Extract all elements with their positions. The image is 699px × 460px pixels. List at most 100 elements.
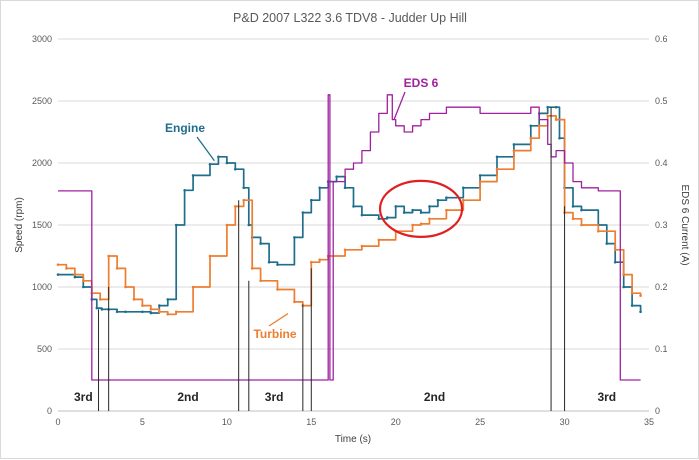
data-point [56, 273, 60, 276]
series-line-engine [58, 106, 642, 314]
data-point [174, 310, 178, 314]
y-tick-label: 1000 [32, 282, 52, 292]
data-point [183, 188, 186, 192]
data-point [428, 205, 431, 208]
data-point [377, 217, 381, 221]
data-point [267, 260, 271, 264]
data-point [234, 205, 237, 208]
data-point [56, 263, 60, 266]
eds6-annotation-arrow [393, 91, 406, 120]
data-point [217, 155, 220, 159]
data-point [445, 196, 448, 200]
data-point [301, 211, 305, 214]
data-point [141, 310, 144, 314]
data-point [402, 211, 406, 214]
data-point [73, 275, 77, 279]
highlight-ellipse [378, 179, 464, 238]
data-point [225, 161, 229, 165]
data-point [411, 208, 414, 212]
y-tick-label: 3000 [32, 34, 52, 44]
data-point [115, 267, 119, 270]
data-point [461, 186, 465, 190]
data-point [537, 124, 541, 128]
data-point [335, 175, 338, 178]
data-point [318, 186, 322, 190]
data-point [95, 306, 99, 310]
data-point [234, 167, 237, 171]
y-tick-label: 2500 [32, 96, 52, 106]
eds6-annotation-label: EDS 6 [404, 76, 439, 90]
data-point [394, 205, 398, 208]
data-point [65, 267, 68, 270]
data-point [276, 263, 279, 266]
data-point [461, 198, 465, 202]
data-point [385, 216, 389, 219]
y-tick-label: 500 [37, 344, 52, 354]
engine-annotation-label: Engine [165, 121, 205, 135]
data-point [149, 308, 153, 311]
data-point [377, 238, 381, 242]
y2-tick-label: 0 [655, 406, 660, 416]
annotations: 3rd 2nd 3rd 2nd 3rd Engine Turbine EDS 6 [74, 76, 616, 404]
data-point [242, 198, 246, 202]
data-point [259, 279, 262, 283]
data-point [158, 304, 161, 307]
data-point [613, 260, 617, 264]
data-point [546, 105, 549, 109]
data-point [166, 312, 170, 316]
y2-tick-label: 0.4 [655, 158, 668, 168]
data-point [247, 223, 251, 227]
y2-tick-label: 0.6 [655, 34, 668, 44]
data-point [605, 242, 609, 245]
y-tick-label: 2000 [32, 158, 52, 168]
data-point [141, 304, 144, 307]
x-tick-label: 10 [222, 417, 232, 427]
x-tick-label: 30 [560, 417, 570, 427]
data-point [259, 242, 262, 245]
turbine-annotation-arrow [268, 313, 289, 327]
chart-title: P&D 2007 L322 3.6 TDV8 - Judder Up Hill [233, 11, 467, 25]
data-point [558, 136, 561, 140]
data-point [124, 310, 127, 314]
data-point [639, 310, 642, 314]
data-point [293, 236, 296, 239]
data-point [100, 308, 104, 311]
y2-tick-label: 0.2 [655, 282, 668, 292]
data-point [546, 114, 549, 118]
data-point [571, 217, 575, 221]
data-point [512, 143, 516, 146]
x-axis-label: Time (s) [335, 434, 371, 445]
data-point [478, 180, 482, 183]
x-tick-label: 20 [391, 417, 401, 427]
series-line-turbine [58, 115, 642, 316]
data-point [132, 298, 136, 301]
x-tick-label: 0 [55, 417, 60, 427]
data-point [166, 298, 170, 301]
y-axis-label: Speed (rpm) [14, 197, 25, 253]
vertical-markers [98, 107, 566, 411]
data-point [250, 267, 254, 270]
y2-tick-label: 0.5 [655, 96, 668, 106]
data-point [613, 248, 617, 252]
y2-tick-label: 0.3 [655, 220, 668, 230]
data-point [73, 273, 77, 276]
data-point [98, 298, 102, 301]
data-point [318, 258, 322, 262]
data-point [419, 211, 423, 214]
data-point [630, 304, 634, 307]
data-point [82, 279, 85, 283]
data-point [419, 222, 423, 226]
gear-label: 2nd [424, 390, 445, 404]
data-point [428, 217, 431, 221]
data-point [115, 310, 119, 314]
turbine-annotation-label: Turbine [253, 327, 296, 341]
data-point [622, 273, 625, 276]
x-tick-label: 15 [306, 417, 316, 427]
gear-label: 3rd [265, 390, 284, 404]
data-point [293, 300, 296, 304]
data-point [107, 254, 110, 258]
data-point [478, 174, 482, 177]
data-point [174, 223, 178, 227]
